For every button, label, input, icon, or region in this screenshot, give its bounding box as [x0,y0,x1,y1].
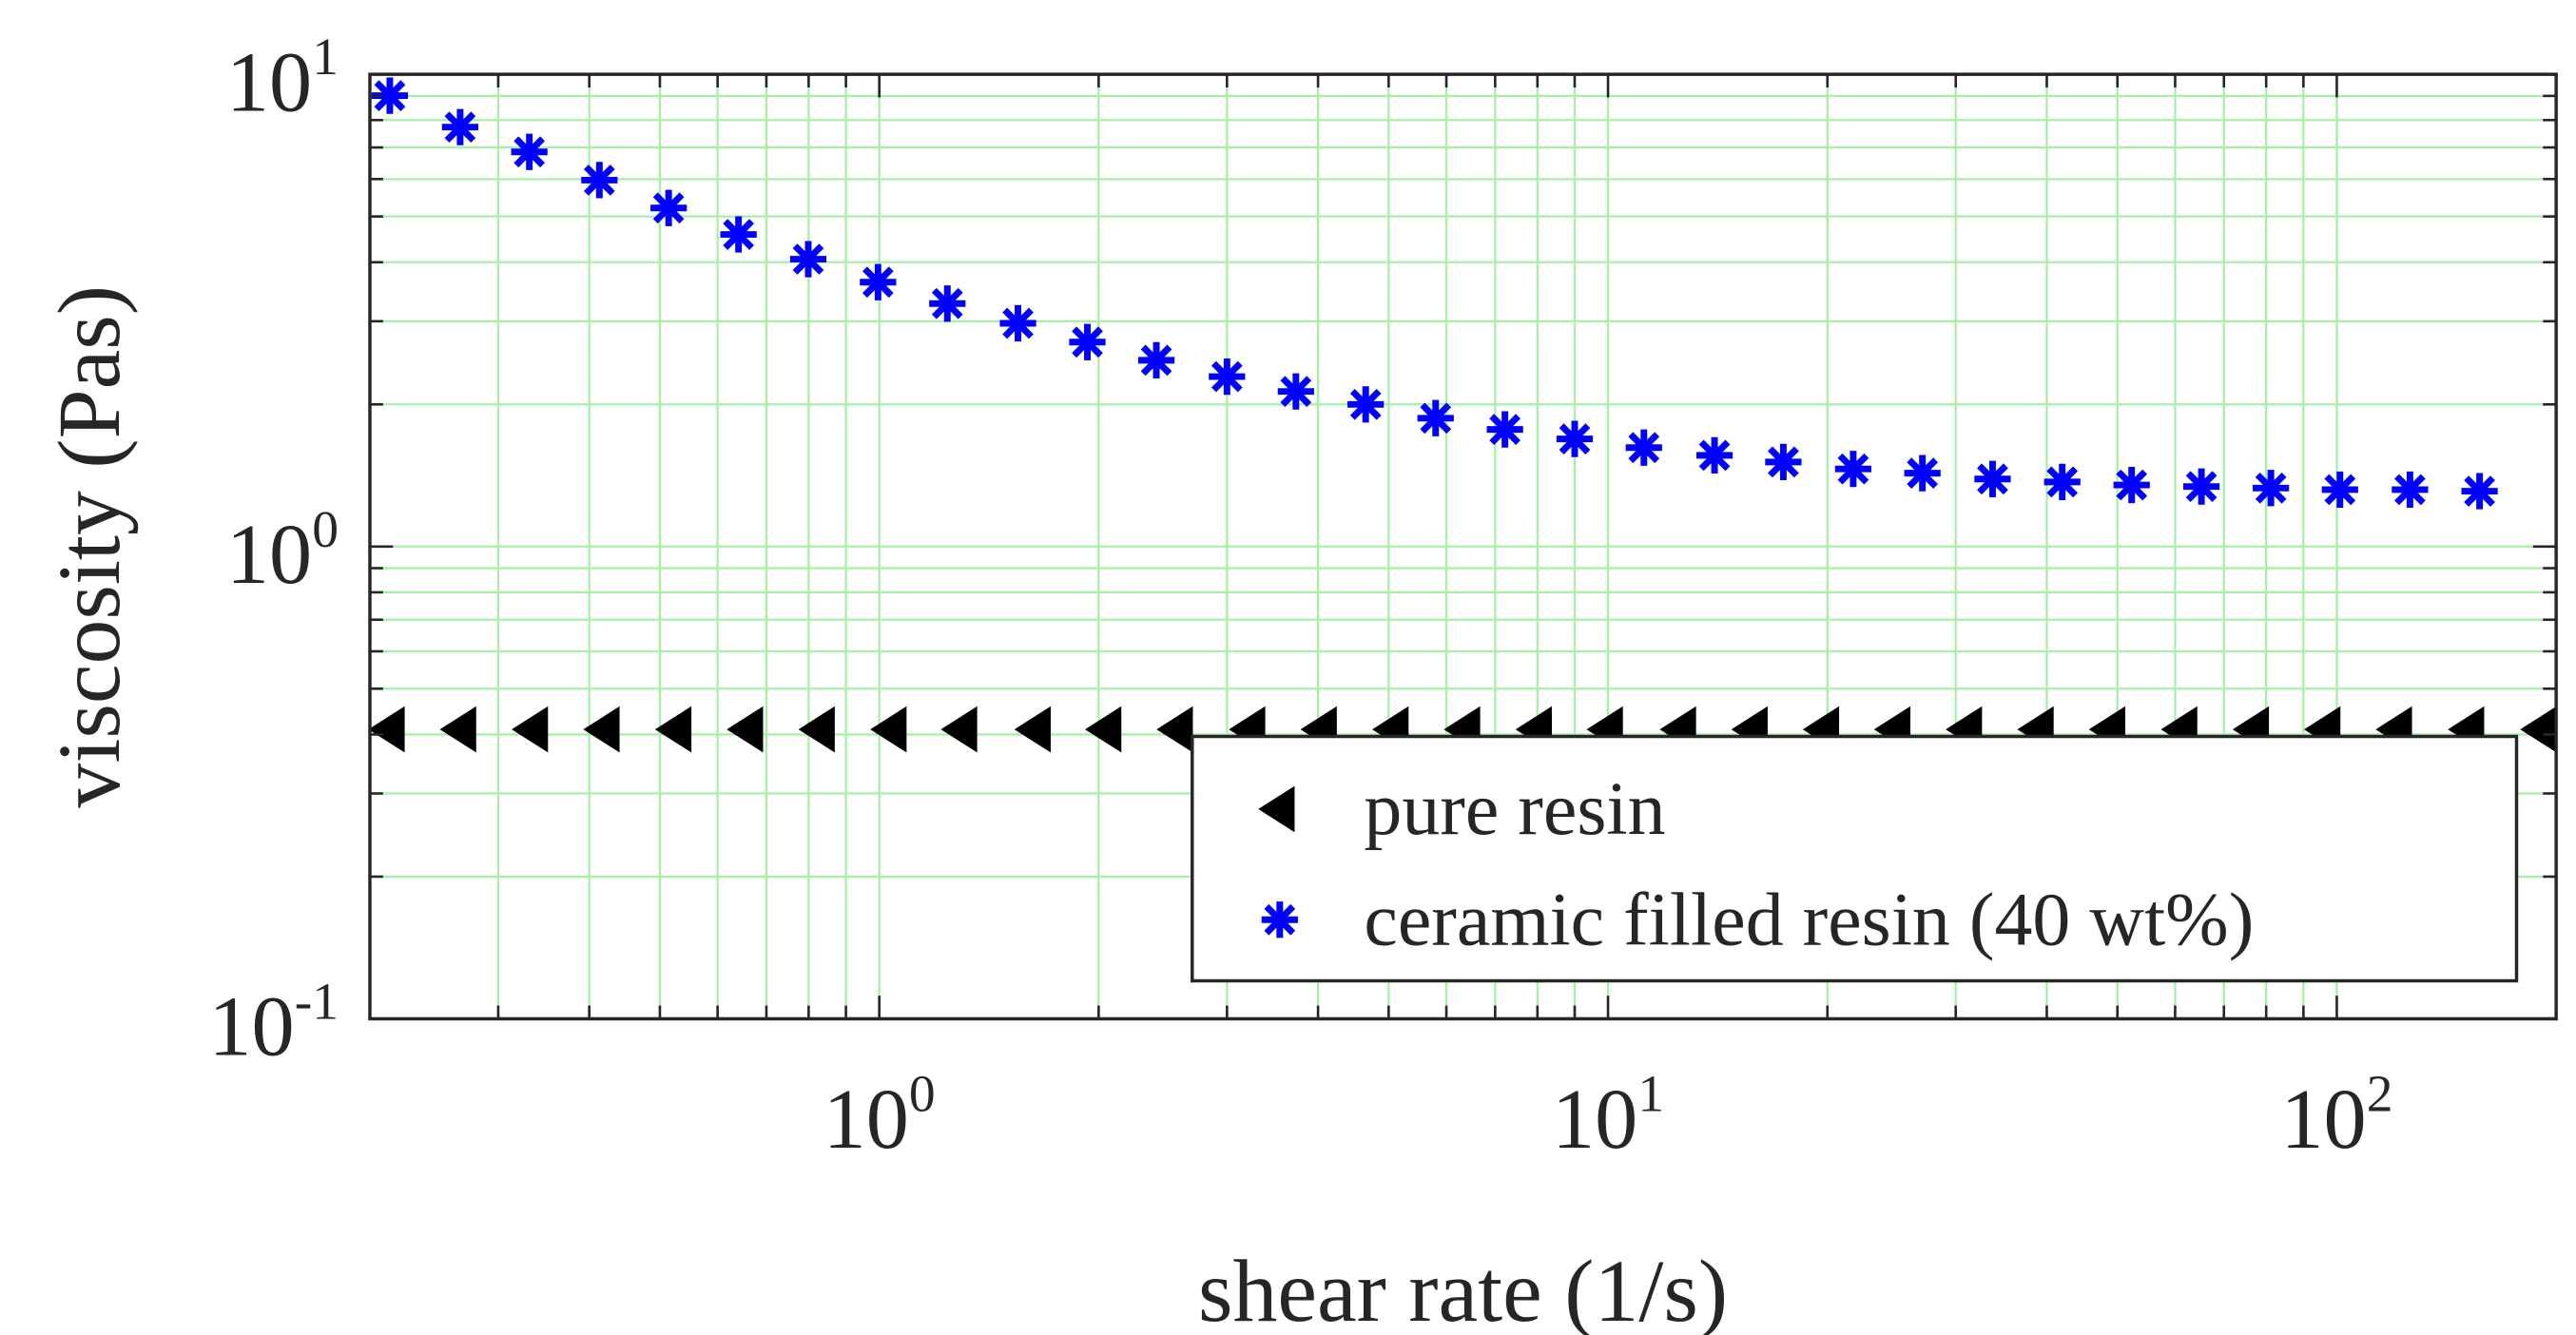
data-point-pure-resin [512,706,549,753]
x-axis-label: shear rate (1/s) [1198,1242,1728,1335]
y-tick-label: 101 [226,28,339,129]
data-point-pure-resin [940,706,978,753]
data-point-ceramic-filled-resin [1625,429,1662,466]
data-point-ceramic-filled-resin [929,285,966,322]
asterisk-marker-icon [1261,901,1298,938]
data-point-ceramic-filled-resin [1765,443,1802,481]
data-point-ceramic-filled-resin [650,189,688,226]
data-point-pure-resin [368,706,405,753]
series-layer [368,77,2557,753]
legend-box [1191,734,2519,983]
data-point-ceramic-filled-resin [2182,468,2220,505]
tick-labels: 100 101 102 10-1 100 101 [208,28,2392,1167]
data-point-ceramic-filled-resin [1069,323,1106,360]
data-point-pure-resin [439,706,476,753]
data-point-ceramic-filled-resin [2321,471,2358,509]
x-tick-label: 102 [2280,1065,2392,1167]
legend-marker-asterisk [1261,901,1298,938]
ticks [369,72,2557,1020]
data-point-ceramic-filled-resin [371,77,409,114]
legend: pure resin ceramic filled resin (40 wt%) [1191,734,2519,983]
data-point-ceramic-filled-resin [1556,420,1594,457]
x-tick-label: 100 [823,1065,936,1167]
data-point-ceramic-filled-resin [1417,399,1454,436]
data-point-pure-resin [583,706,620,753]
data-point-ceramic-filled-resin [511,133,548,170]
data-point-ceramic-filled-resin [1904,455,1941,492]
data-point-pure-resin [870,706,907,753]
data-point-ceramic-filled-resin [1137,341,1175,378]
data-point-ceramic-filled-resin [1209,358,1246,396]
data-point-ceramic-filled-resin [2461,473,2498,510]
data-point-ceramic-filled-resin [1974,460,2011,497]
data-point-ceramic-filled-resin [441,108,479,145]
triangle-left-marker-icon [1258,785,1295,833]
data-point-ceramic-filled-resin [581,162,618,199]
data-point-pure-resin [798,706,835,753]
data-point-ceramic-filled-resin [2043,463,2081,500]
data-point-pure-resin [1085,706,1122,753]
data-point-ceramic-filled-resin [1695,436,1733,474]
legend-label-pure-resin: pure resin [1364,767,1665,851]
data-point-ceramic-filled-resin [1834,451,1872,488]
data-point-pure-resin [1014,706,1051,753]
x-tick-label: 101 [1552,1065,1664,1167]
y-axis-label: viscosity (Pas) [40,285,139,808]
data-point-pure-resin [654,706,692,753]
data-point-ceramic-filled-resin [789,241,827,278]
y-tick-label: 10-1 [208,972,339,1074]
data-point-ceramic-filled-resin [1486,411,1523,448]
legend-label-ceramic-filled-resin: ceramic filled resin (40 wt%) [1364,878,2254,961]
data-point-pure-resin [726,706,764,753]
data-point-pure-resin [1156,706,1193,753]
data-point-ceramic-filled-resin [860,263,897,300]
data-point-ceramic-filled-resin [2113,466,2150,504]
legend-marker-triangle [1258,785,1295,833]
y-tick-label: 100 [226,500,339,602]
data-point-ceramic-filled-resin [2392,471,2429,509]
data-point-ceramic-filled-resin [999,304,1036,342]
data-point-ceramic-filled-resin [1347,386,1385,423]
data-point-ceramic-filled-resin [1277,373,1314,410]
data-point-pure-resin [2520,706,2557,753]
data-point-ceramic-filled-resin [2253,470,2290,507]
data-point-ceramic-filled-resin [720,216,757,253]
